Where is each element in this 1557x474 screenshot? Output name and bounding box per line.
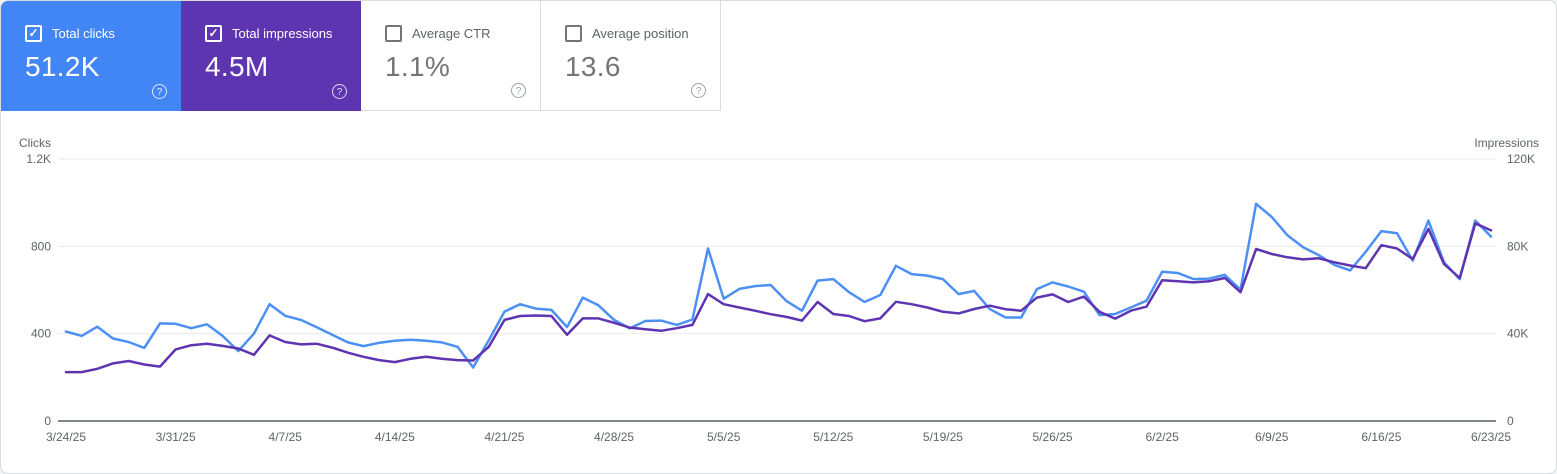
- x-axis-tick-label: 4/14/25: [375, 430, 415, 444]
- right-axis-tick-label: 120K: [1507, 152, 1535, 166]
- x-axis-tick-label: 4/28/25: [594, 430, 634, 444]
- metric-cards-row: ✓ Total clicks 51.2K ? ✓ Total impressio…: [1, 1, 721, 111]
- x-axis-tick-label: 3/31/25: [156, 430, 196, 444]
- right-axis-tick-label: 80K: [1507, 239, 1528, 253]
- total-impressions-header: ✓ Total impressions: [205, 25, 347, 42]
- average-ctr-value: 1.1%: [385, 51, 451, 82]
- x-axis-tick-label: 6/9/25: [1255, 430, 1289, 444]
- x-axis-tick-label: 3/24/25: [46, 430, 86, 444]
- total-impressions-label: Total impressions: [232, 26, 333, 41]
- right-axis-tick-label: 40K: [1507, 327, 1528, 341]
- left-axis-title: Clicks: [19, 136, 51, 150]
- right-axis-title: Impressions: [1474, 136, 1539, 150]
- x-axis-tick-label: 5/5/25: [707, 430, 741, 444]
- left-axis-tick-label: 1.2K: [26, 152, 51, 166]
- average-position-header: ✓ Average position: [565, 25, 706, 42]
- total-impressions-card[interactable]: ✓ Total impressions 4.5M ?: [181, 1, 361, 111]
- x-axis-tick-label: 4/7/25: [269, 430, 303, 444]
- average-ctr-checkbox[interactable]: ✓: [385, 25, 402, 42]
- left-axis-tick-label: 800: [31, 239, 51, 253]
- total-clicks-checkbox[interactable]: ✓: [25, 25, 42, 42]
- help-icon[interactable]: ?: [511, 83, 526, 98]
- x-axis-tick-label: 5/12/25: [813, 430, 853, 444]
- checkmark-icon: ✓: [208, 26, 219, 40]
- x-axis-tick-label: 5/19/25: [923, 430, 963, 444]
- x-axis-tick-label: 6/23/25: [1471, 430, 1511, 444]
- left-axis-tick-label: 0: [44, 414, 51, 428]
- right-axis-tick-label: 0: [1507, 414, 1514, 428]
- average-ctr-label: Average CTR: [412, 26, 491, 41]
- average-ctr-header: ✓ Average CTR: [385, 25, 526, 42]
- impressions-line: [64, 222, 1493, 374]
- x-axis-tick-label: 6/2/25: [1145, 430, 1179, 444]
- total-clicks-label: Total clicks: [52, 26, 115, 41]
- total-impressions-value: 4.5M: [205, 51, 269, 82]
- help-icon[interactable]: ?: [691, 83, 706, 98]
- clicks-line: [64, 202, 1493, 369]
- average-position-card[interactable]: ✓ Average position 13.6 ?: [541, 1, 721, 111]
- average-position-value: 13.6: [565, 51, 621, 82]
- average-position-checkbox[interactable]: ✓: [565, 25, 582, 42]
- checkmark-icon: ✓: [28, 26, 39, 40]
- total-clicks-header: ✓ Total clicks: [25, 25, 167, 42]
- x-axis-tick-label: 6/16/25: [1361, 430, 1401, 444]
- total-clicks-value: 51.2K: [25, 51, 100, 82]
- average-ctr-card[interactable]: ✓ Average CTR 1.1% ?: [361, 1, 541, 111]
- total-impressions-checkbox[interactable]: ✓: [205, 25, 222, 42]
- total-clicks-card[interactable]: ✓ Total clicks 51.2K ?: [1, 1, 181, 111]
- help-icon[interactable]: ?: [332, 84, 347, 99]
- left-axis-tick-label: 400: [31, 327, 51, 341]
- help-icon[interactable]: ?: [152, 84, 167, 99]
- x-axis-tick-label: 4/21/25: [484, 430, 524, 444]
- x-axis-tick-label: 5/26/25: [1033, 430, 1073, 444]
- average-position-label: Average position: [592, 26, 689, 41]
